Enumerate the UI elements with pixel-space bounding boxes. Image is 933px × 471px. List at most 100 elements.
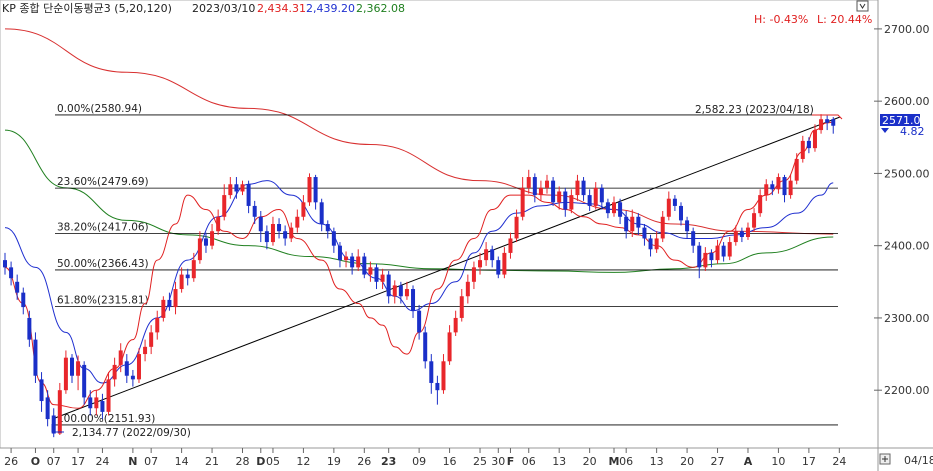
candle-body bbox=[404, 289, 409, 297]
candle-body bbox=[136, 354, 141, 380]
x-tick-label: 17 bbox=[802, 455, 816, 468]
candle bbox=[788, 174, 793, 199]
candle bbox=[39, 372, 44, 412]
candle-body bbox=[490, 249, 495, 261]
candle bbox=[69, 354, 74, 383]
candle-body bbox=[752, 213, 757, 228]
header-ma120: 2,362.08 bbox=[356, 2, 405, 15]
candle bbox=[478, 252, 483, 275]
triangle-down-icon bbox=[881, 128, 889, 133]
price-badge bbox=[880, 114, 920, 126]
candle-body bbox=[429, 361, 434, 383]
high-pct: H: -0.43% bbox=[754, 13, 808, 26]
fib-label: 23.60%(2479.69) bbox=[57, 176, 149, 188]
candle bbox=[678, 202, 683, 226]
candle bbox=[538, 180, 543, 201]
candle bbox=[526, 169, 531, 194]
candle bbox=[715, 239, 720, 264]
candle bbox=[210, 224, 215, 250]
candle-body bbox=[185, 274, 190, 279]
candle bbox=[136, 348, 141, 383]
candle bbox=[289, 222, 294, 243]
candle bbox=[794, 153, 799, 185]
candle bbox=[398, 281, 403, 304]
candle-body bbox=[21, 292, 26, 308]
candle bbox=[593, 182, 598, 210]
candle bbox=[63, 350, 68, 394]
candle bbox=[825, 115, 830, 131]
candle bbox=[118, 343, 123, 373]
candle-body bbox=[161, 299, 166, 318]
candle bbox=[167, 292, 172, 311]
candle-body bbox=[758, 195, 763, 214]
candle-body bbox=[709, 252, 714, 261]
candle bbox=[356, 249, 361, 271]
x-tick-label: 13 bbox=[552, 455, 566, 468]
candle-body bbox=[392, 285, 397, 297]
candle-body bbox=[697, 245, 702, 268]
candle-body bbox=[57, 390, 62, 434]
candle bbox=[155, 310, 160, 340]
candle bbox=[228, 177, 233, 199]
candle bbox=[88, 390, 93, 416]
candle-body bbox=[283, 231, 288, 239]
candle bbox=[563, 187, 568, 217]
candle-body bbox=[660, 216, 665, 239]
candle-body bbox=[508, 238, 513, 253]
x-tick-label: 12 bbox=[296, 455, 310, 468]
candle bbox=[508, 232, 513, 259]
fib-label: 38.20%(2417.06) bbox=[57, 221, 149, 233]
candle-body bbox=[532, 177, 537, 196]
zoom-control-icon[interactable] bbox=[879, 453, 891, 465]
candle bbox=[325, 220, 330, 239]
candle-body bbox=[593, 187, 598, 206]
candle bbox=[100, 393, 105, 420]
candle bbox=[179, 267, 184, 293]
x-ticks: 26 O 07 17 24 N 07 14 21 28 D 05 12 19 26 23 09 16 25 30 F 06… bbox=[4, 448, 846, 468]
candle-body bbox=[502, 252, 507, 275]
candle-body bbox=[143, 346, 148, 355]
candle-body bbox=[447, 332, 452, 362]
candle-body bbox=[484, 249, 489, 261]
candle-body bbox=[794, 158, 799, 181]
candle-body bbox=[289, 227, 294, 239]
candle-body bbox=[210, 231, 215, 246]
candle-body bbox=[3, 260, 7, 268]
candle bbox=[3, 252, 7, 275]
candle-body bbox=[465, 281, 470, 297]
candle bbox=[471, 261, 476, 290]
candle-body bbox=[51, 415, 56, 434]
candle-body bbox=[331, 231, 336, 246]
candle-body bbox=[806, 140, 811, 149]
candle-body bbox=[234, 184, 239, 192]
candle-body bbox=[678, 205, 683, 221]
candle bbox=[368, 261, 373, 282]
candle bbox=[45, 390, 50, 427]
candle-body bbox=[703, 252, 708, 268]
candle-body bbox=[76, 361, 81, 376]
candle bbox=[112, 357, 117, 387]
candle-body bbox=[277, 224, 282, 232]
candle bbox=[57, 382, 62, 435]
candle bbox=[581, 177, 586, 201]
candle bbox=[222, 184, 227, 221]
candle bbox=[545, 174, 550, 194]
candle bbox=[197, 231, 202, 264]
candle bbox=[709, 249, 714, 268]
candle bbox=[782, 174, 787, 203]
candle bbox=[666, 191, 671, 221]
candle bbox=[465, 274, 470, 304]
x-tick-label: 30 bbox=[491, 455, 505, 468]
candle bbox=[82, 361, 87, 405]
candle bbox=[459, 289, 464, 322]
candle-body bbox=[411, 289, 416, 311]
candle-body bbox=[648, 238, 653, 250]
candle bbox=[33, 332, 38, 383]
candle-body bbox=[295, 216, 300, 228]
candle-body bbox=[733, 231, 738, 243]
panel-toggle-icon[interactable] bbox=[856, 0, 869, 12]
candle bbox=[752, 208, 757, 232]
candle-body bbox=[203, 238, 208, 246]
long-ma-line bbox=[4, 28, 834, 235]
candle bbox=[721, 242, 726, 262]
